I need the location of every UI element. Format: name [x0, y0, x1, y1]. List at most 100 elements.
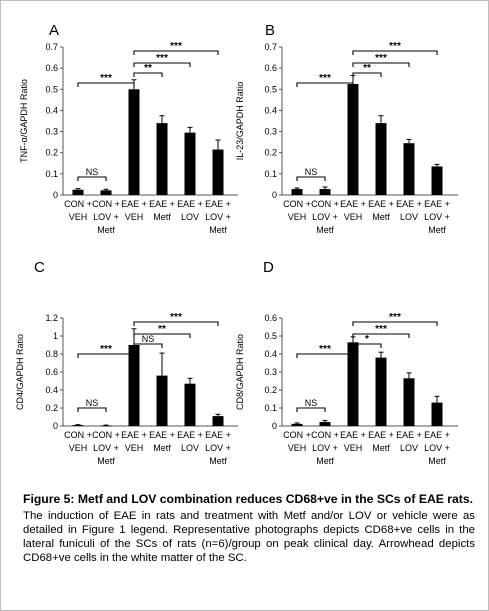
y-tick-label: 0.1 [45, 169, 58, 179]
x-category-label: Metf [209, 225, 227, 235]
y-axis-label: TNF-α/GAPDH Ratio [19, 79, 29, 163]
significance-label: *** [375, 53, 387, 64]
y-tick-label: 0.4 [264, 105, 277, 115]
x-category-label: EAE + [424, 199, 450, 209]
x-category-label: Metf [372, 212, 390, 222]
panel-label: D [263, 259, 274, 276]
significance-bracket [352, 50, 438, 55]
significance-label: *** [100, 73, 112, 84]
y-tick-label: 0 [272, 421, 277, 431]
x-category-label: CON + [92, 199, 120, 209]
y-tick-label: 0.2 [264, 148, 277, 158]
y-tick-label: 0.3 [264, 127, 277, 137]
x-category-label: LOV + [205, 212, 231, 222]
y-tick-label: 0.1 [264, 169, 277, 179]
x-category-label: LOV [181, 212, 199, 222]
y-tick-label: 0.5 [264, 84, 277, 94]
x-category-label: CON + [64, 199, 92, 209]
x-category-label: VEH [344, 443, 363, 453]
x-category-label: EAE + [149, 430, 175, 440]
x-category-label: EAE + [368, 199, 394, 209]
x-category-label: LOV + [424, 212, 450, 222]
significance-label: ** [363, 63, 371, 74]
x-category-label: EAE + [396, 199, 422, 209]
x-category-label: LOV [400, 212, 418, 222]
x-category-label: Metf [428, 456, 446, 466]
caption-body: The induction of EAE in rats and treatme… [23, 509, 475, 565]
x-category-label: Metf [153, 443, 171, 453]
x-category-label: Metf [97, 225, 115, 235]
significance-label: *** [319, 73, 331, 84]
x-category-label: LOV + [93, 443, 119, 453]
bar [403, 378, 415, 426]
y-tick-label: 1 [53, 331, 58, 341]
x-category-label: EAE + [205, 430, 231, 440]
x-category-label: EAE + [396, 430, 422, 440]
y-tick-label: 0.7 [264, 42, 277, 52]
significance-label: *** [100, 344, 112, 355]
bar [156, 123, 168, 195]
y-tick-label: 0.6 [45, 367, 58, 377]
x-category-label: VEH [344, 212, 363, 222]
x-category-label: Metf [428, 225, 446, 235]
bar [431, 166, 443, 195]
x-category-label: Metf [316, 225, 334, 235]
bar [291, 189, 303, 195]
x-category-label: EAE + [205, 199, 231, 209]
bar [347, 84, 359, 195]
significance-label: NS [142, 334, 155, 344]
x-category-label: LOV + [312, 212, 338, 222]
y-axis-label: IL-23/GAPDH Ratio [235, 82, 245, 161]
y-tick-label: 0.3 [264, 367, 277, 377]
x-category-label: VEH [125, 443, 144, 453]
x-category-label: CON + [283, 199, 311, 209]
y-tick-label: 0.8 [45, 349, 58, 359]
bar [375, 123, 387, 195]
x-category-label: Metf [153, 212, 171, 222]
significance-label: *** [170, 41, 182, 52]
bar [72, 425, 84, 426]
significance-bracket [352, 321, 438, 326]
y-axis-label: CD8/GAPDH Ratio [235, 334, 245, 410]
x-category-label: EAE + [149, 199, 175, 209]
x-category-label: EAE + [121, 199, 147, 209]
x-category-label: EAE + [368, 430, 394, 440]
significance-bracket [133, 343, 163, 348]
significance-label: *** [389, 312, 401, 323]
y-tick-label: 0 [272, 190, 277, 200]
x-category-label: Metf [209, 456, 227, 466]
x-category-label: CON + [92, 430, 120, 440]
significance-label: NS [86, 398, 99, 408]
y-tick-label: 0.1 [264, 403, 277, 413]
y-tick-label: 0 [53, 190, 58, 200]
x-category-label: VEH [125, 212, 144, 222]
bar [100, 190, 112, 195]
panel-label: B [265, 22, 275, 39]
x-category-label: LOV [400, 443, 418, 453]
y-tick-label: 0.6 [45, 63, 58, 73]
x-category-label: Metf [97, 456, 115, 466]
y-axis-label: CD4/GAPDH Ratio [15, 334, 25, 410]
panel-label: C [34, 259, 45, 276]
y-tick-label: 0.3 [45, 127, 58, 137]
significance-bracket [352, 72, 382, 77]
x-category-label: LOV + [424, 443, 450, 453]
y-tick-label: 0.4 [45, 105, 58, 115]
significance-label: *** [389, 41, 401, 52]
y-tick-label: 0.4 [45, 385, 58, 395]
y-tick-label: 0 [53, 421, 58, 431]
panel-label: A [49, 22, 59, 39]
x-category-label: EAE + [340, 430, 366, 440]
bar [212, 416, 224, 426]
x-category-label: CON + [64, 430, 92, 440]
significance-label: ** [158, 324, 166, 335]
significance-bracket [77, 407, 107, 412]
x-category-label: LOV + [205, 443, 231, 453]
significance-bracket [296, 353, 354, 358]
significance-label: *** [156, 53, 168, 64]
bar [319, 422, 331, 426]
bar [403, 143, 415, 195]
x-category-label: CON + [311, 199, 339, 209]
x-category-label: EAE + [121, 430, 147, 440]
